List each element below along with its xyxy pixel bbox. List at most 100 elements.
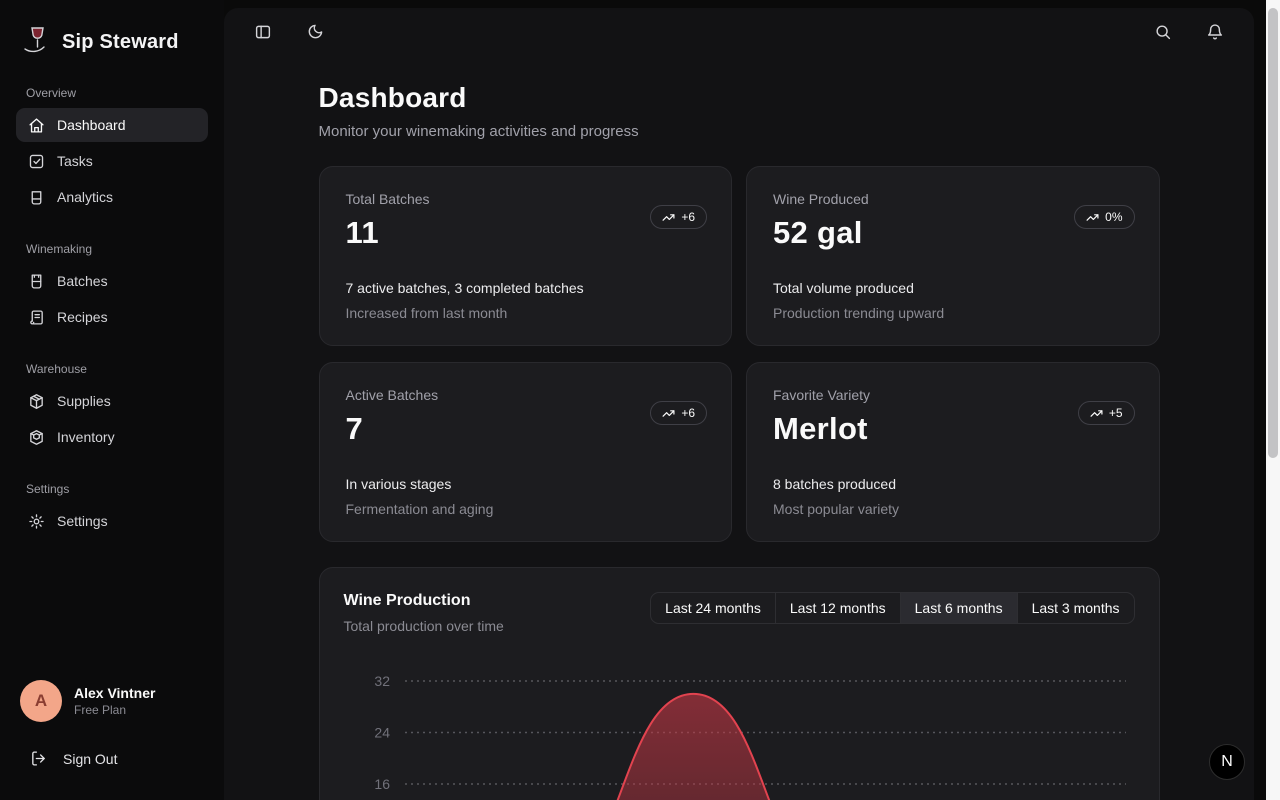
sidebar-item-supplies[interactable]: Supplies [16,384,208,418]
nextjs-devtools-button[interactable]: N [1209,744,1245,780]
stat-card-wine-produced: Wine Produced 52 gal 0% Total volume pro… [746,166,1160,346]
sidebar-item-label: Inventory [57,429,115,445]
sidebar-item-label: Analytics [57,189,114,205]
log-out-icon [30,750,47,767]
app-title: Sip Steward [62,30,179,53]
sidebar-item-inventory[interactable]: Inventory [16,420,208,454]
sidebar-item-label: Recipes [57,309,108,325]
stat-value: 52 gal [773,215,863,250]
sidebar-toggle-button[interactable] [246,15,280,49]
sidebar-item-dashboard[interactable]: Dashboard [16,108,208,142]
trend-badge: +6 [650,205,707,229]
user-name: Alex Vintner [74,685,156,701]
nextjs-n-icon: N [1221,753,1233,770]
page-scrollbar-track [1266,0,1280,800]
section-label-overview: Overview [26,86,77,100]
stat-label: Total Batches [345,191,430,207]
page-title: Dashboard [318,82,467,113]
sign-out-button[interactable]: Sign Out [30,750,117,767]
search-button[interactable] [1146,15,1180,49]
task-check-icon [28,153,45,170]
stat-line1: In various stages [345,476,452,492]
wine-glass-icon [22,26,52,58]
scroll-icon [28,309,45,326]
stat-line2: Production trending upward [773,305,945,321]
sidebar-item-settings[interactable]: Settings [16,504,208,538]
stat-label: Active Batches [345,387,439,403]
trending-up-icon [1090,407,1103,420]
badge-value: +6 [681,406,695,420]
stat-label: Favorite Variety [773,387,870,403]
chart-subtitle: Total production over time [343,618,504,634]
page-scrollbar-thumb[interactable] [1268,8,1278,458]
boxes-icon [28,429,45,446]
analytics-jar-icon [28,189,45,206]
section-label-settings: Settings [26,482,70,496]
stats-grid: Total Batches 11 +6 7 active batches, 3 … [318,166,1160,542]
section-label-winemaking: Winemaking [26,242,93,256]
panel-left-icon [254,23,272,41]
package-icon [28,393,45,410]
stat-value: 7 [345,411,364,446]
barrel-icon [28,273,45,290]
user-chip: A Alex Vintner Free Plan [20,680,155,722]
sidebar-item-analytics[interactable]: Analytics [16,180,208,214]
wine-production-card: Wine Production Total production over ti… [318,567,1160,800]
home-icon [28,117,45,134]
range-selector: Last 24 months Last 12 months Last 6 mon… [650,592,1135,624]
chart-title: Wine Production [343,592,471,609]
page-subtitle: Monitor your winemaking activities and p… [318,123,639,140]
stat-line1: Total volume produced [773,280,914,296]
moon-icon [306,23,324,41]
topbar [224,8,1254,56]
section-label-warehouse: Warehouse [26,362,87,376]
stat-line1: 7 active batches, 3 completed batches [345,280,584,296]
range-last-6-months[interactable]: Last 6 months [899,593,1017,623]
stat-value: 11 [345,215,379,250]
range-last-12-months[interactable]: Last 12 months [774,593,900,623]
sidebar-item-label: Batches [57,273,108,289]
sidebar-item-label: Tasks [57,153,93,169]
stat-line1: 8 batches produced [773,476,896,492]
stat-card-favorite-variety: Favorite Variety Merlot +5 8 batches pro… [746,362,1160,542]
badge-value: +5 [1108,406,1123,420]
stat-card-total-batches: Total Batches 11 +6 7 active batches, 3 … [318,166,732,346]
svg-text:16: 16 [374,776,390,792]
stat-value: Merlot [773,411,868,446]
bell-icon [1206,23,1224,41]
sidebar-item-batches[interactable]: Batches [16,264,208,298]
gear-icon [28,513,45,530]
badge-value: +6 [681,210,695,224]
search-icon [1154,23,1172,41]
theme-toggle-button[interactable] [298,15,332,49]
stat-label: Wine Produced [773,191,869,207]
area-chart-svg: 32 24 16 [374,673,1126,800]
trending-up-icon [1086,211,1099,224]
notifications-button[interactable] [1198,15,1232,49]
sidebar-item-tasks[interactable]: Tasks [16,144,208,178]
badge-value: 0% [1105,210,1123,224]
range-last-3-months[interactable]: Last 3 months [1016,593,1134,623]
stat-card-active-batches: Active Batches 7 +6 In various stages Fe… [318,362,732,542]
sidebar: Sip Steward Overview Dashboard Tasks Ana… [0,0,224,800]
stat-line2: Fermentation and aging [345,501,494,517]
trending-up-icon [662,407,675,420]
sidebar-item-label: Settings [57,513,108,529]
sidebar-item-label: Supplies [57,393,111,409]
svg-text:32: 32 [374,673,390,689]
main-panel: Dashboard Monitor your winemaking activi… [224,8,1254,800]
range-last-24-months[interactable]: Last 24 months [651,593,775,623]
sidebar-item-recipes[interactable]: Recipes [16,300,208,334]
trend-badge: 0% [1074,205,1135,229]
trend-badge: +5 [1077,401,1135,425]
sign-out-label: Sign Out [63,750,118,767]
user-plan: Free Plan [74,703,127,717]
stat-line2: Most popular variety [773,501,900,517]
svg-text:24: 24 [374,725,390,741]
sidebar-item-label: Dashboard [57,117,126,133]
trending-up-icon [662,211,675,224]
trend-badge: +6 [650,401,707,425]
production-area-chart: 32 24 16 [344,654,1135,800]
avatar: A [20,680,62,722]
stat-line2: Increased from last month [345,305,508,321]
